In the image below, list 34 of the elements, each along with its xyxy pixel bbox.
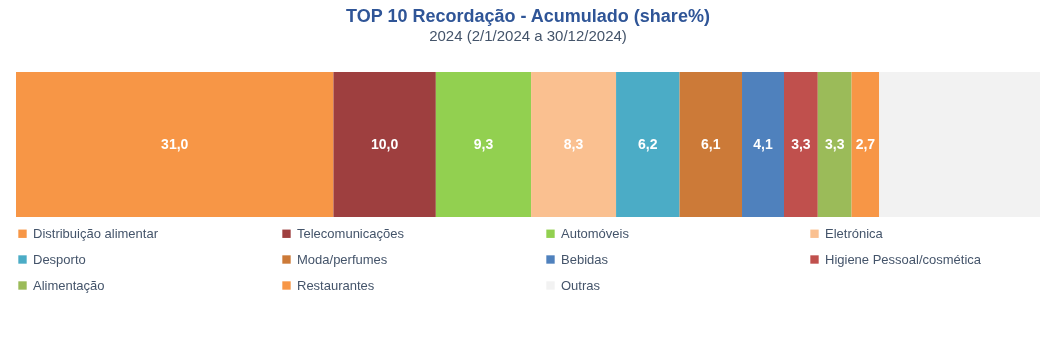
data-label: 31,0 bbox=[161, 135, 189, 152]
bar bbox=[851, 72, 880, 217]
legend-label: Eletrónica bbox=[825, 225, 884, 241]
bar bbox=[742, 72, 784, 217]
bar bbox=[333, 72, 436, 217]
data-label: 3,3 bbox=[791, 135, 811, 152]
legend-label: Moda/perfumes bbox=[297, 251, 388, 267]
bar bbox=[16, 72, 334, 217]
data-label: 6,2 bbox=[638, 135, 658, 152]
data-label: 4,1 bbox=[753, 135, 773, 152]
data-label: 2,7 bbox=[855, 135, 876, 152]
legend-label: Bebidas bbox=[561, 251, 609, 267]
chart-title: TOP 10 Recordação - Acumulado (share%) bbox=[346, 6, 710, 26]
data-label: 6,1 bbox=[701, 135, 721, 152]
chart-subtitle: 2024 (2/1/2024 a 30/12/2024) bbox=[429, 27, 627, 44]
legend-label: Distribuição alimentar bbox=[33, 225, 159, 241]
legend-label: Higiene Pessoal/cosmética bbox=[825, 251, 982, 267]
data-label: 9,3 bbox=[473, 135, 494, 152]
bar bbox=[784, 72, 818, 217]
bar bbox=[817, 72, 852, 217]
bar bbox=[616, 72, 680, 217]
data-label: 8,3 bbox=[563, 135, 584, 152]
data-label: 3,3 bbox=[824, 135, 845, 152]
legend-label: Automóveis bbox=[561, 225, 630, 241]
legend-label: Outras bbox=[561, 277, 601, 293]
legend-label: Telecomunicações bbox=[297, 225, 405, 241]
data-label: 10,0 bbox=[371, 135, 399, 152]
legend-label: Restaurantes bbox=[297, 277, 375, 293]
bar bbox=[879, 72, 1040, 217]
legend-label: Alimentação bbox=[33, 277, 105, 293]
bar bbox=[531, 72, 617, 217]
bar bbox=[679, 72, 743, 217]
legend-label: Desporto bbox=[33, 251, 86, 267]
bar bbox=[435, 72, 532, 217]
